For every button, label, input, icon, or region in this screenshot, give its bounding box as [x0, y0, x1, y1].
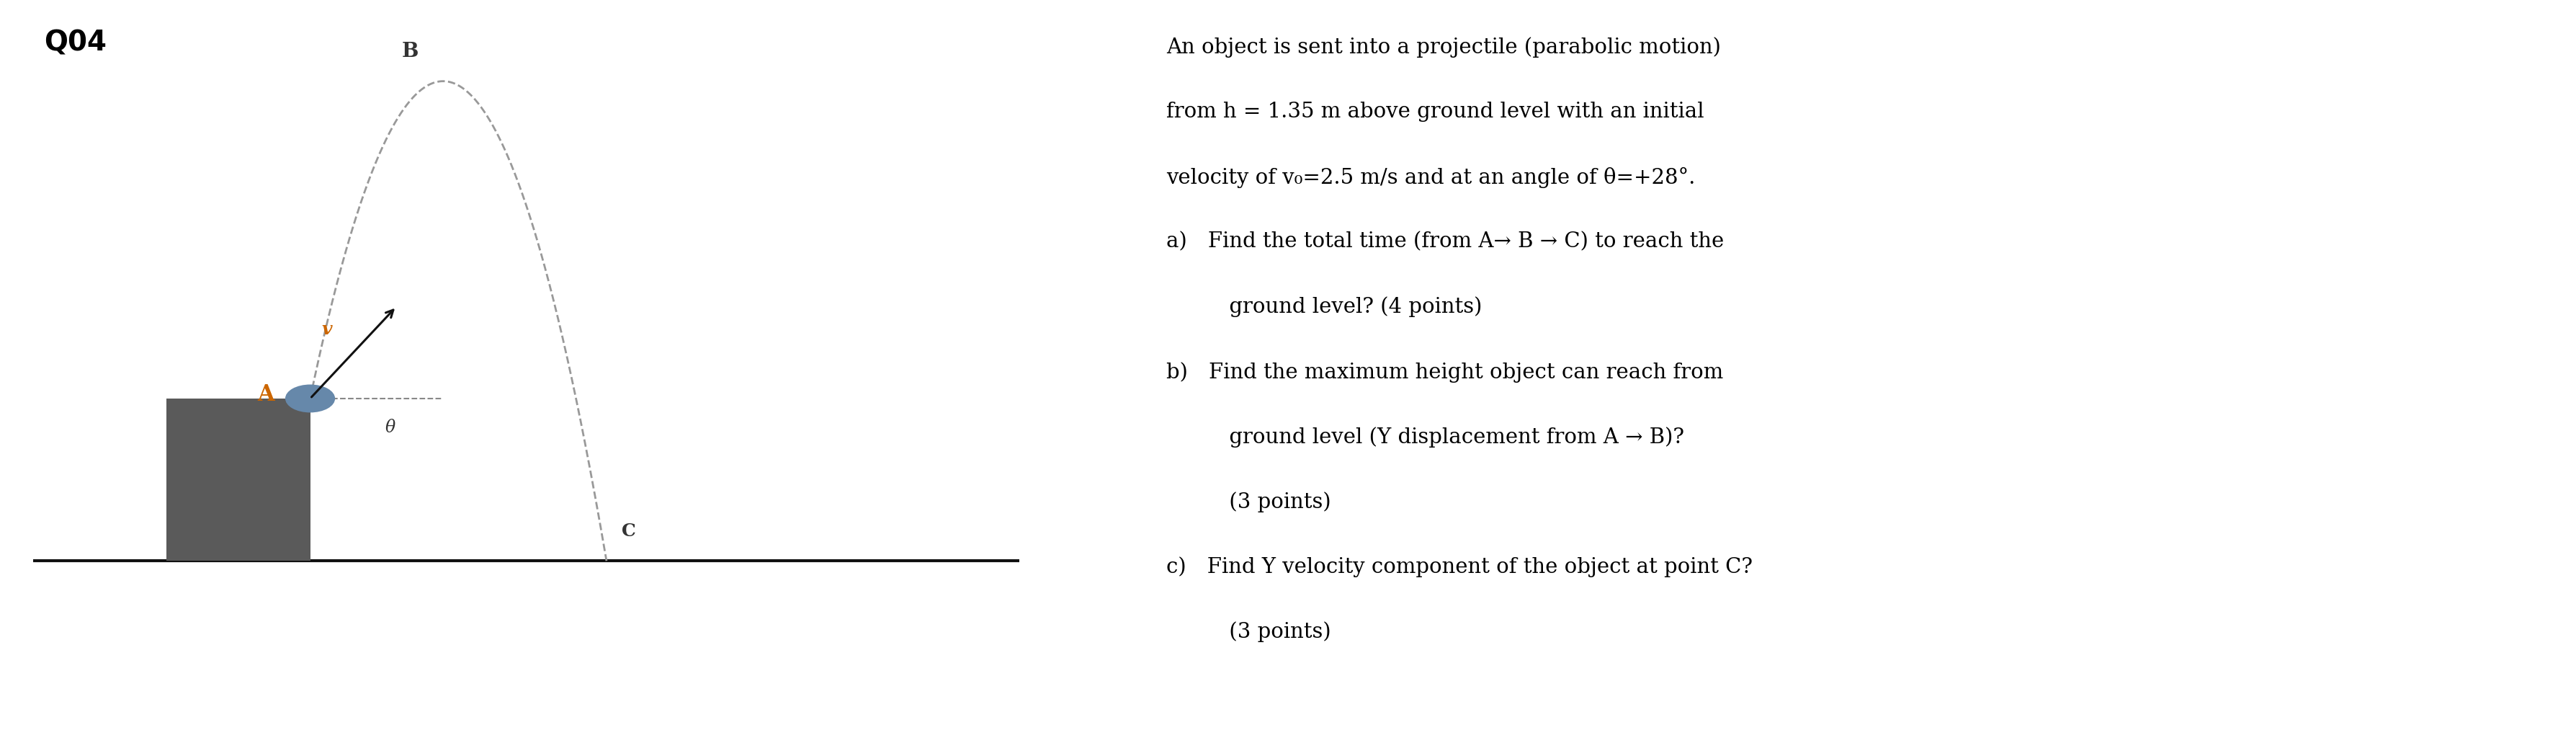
Text: (3 points): (3 points)	[1167, 492, 1332, 512]
Ellipse shape	[286, 384, 335, 413]
Text: An object is sent into a projectile (parabolic motion): An object is sent into a projectile (par…	[1167, 37, 1721, 58]
Text: c) Find Y velocity component of the object at point C?: c) Find Y velocity component of the obje…	[1167, 556, 1752, 577]
Bar	[165, 399, 309, 561]
Text: b) Find the maximum height object can reach from: b) Find the maximum height object can re…	[1167, 362, 1723, 382]
Text: velocity of v₀=2.5 m/s and at an angle of θ=+28°.: velocity of v₀=2.5 m/s and at an angle o…	[1167, 167, 1695, 187]
Text: a) Find the total time (from A→ B → C) to reach the: a) Find the total time (from A→ B → C) t…	[1167, 232, 1723, 252]
Text: ground level? (4 points): ground level? (4 points)	[1167, 297, 1481, 317]
Text: C: C	[621, 523, 636, 540]
Text: from h = 1.35 m above ground level with an initial: from h = 1.35 m above ground level with …	[1167, 102, 1705, 122]
Text: ground level (Y displacement from A → B)?: ground level (Y displacement from A → B)…	[1167, 427, 1685, 447]
Text: Q04: Q04	[44, 30, 108, 57]
Text: θ: θ	[384, 420, 394, 436]
Text: (3 points): (3 points)	[1167, 621, 1332, 642]
Text: v: v	[322, 321, 332, 338]
Text: B: B	[402, 42, 417, 61]
Text: A: A	[258, 384, 276, 406]
